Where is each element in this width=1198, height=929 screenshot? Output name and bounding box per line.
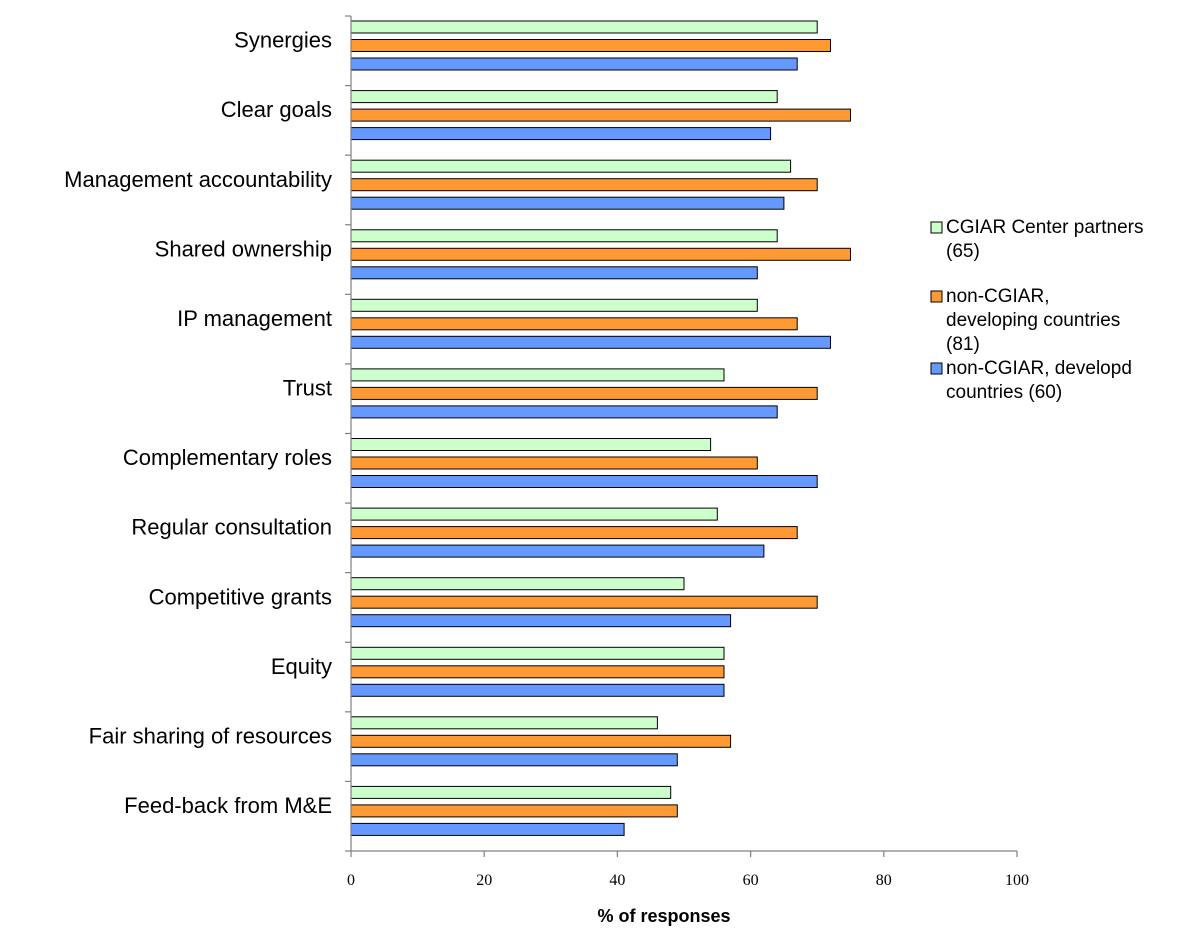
bar — [350, 646, 725, 660]
legend-label: developing countries — [946, 310, 1120, 331]
legend-swatch — [930, 221, 943, 234]
bar — [350, 734, 732, 748]
bar — [350, 57, 798, 71]
bar — [350, 386, 818, 400]
legend-label: (81) — [946, 334, 980, 355]
y-ticks-group — [345, 15, 351, 852]
bar — [350, 544, 765, 558]
category-label: Complementary roles — [123, 445, 332, 470]
x-tick-label: 0 — [347, 872, 355, 889]
bar — [350, 298, 758, 312]
bar — [350, 614, 732, 628]
x-tick-label: 20 — [476, 872, 492, 889]
bar — [350, 127, 772, 141]
category-label: Trust — [283, 376, 332, 401]
bar — [350, 196, 785, 210]
bar — [350, 368, 725, 382]
bar — [350, 317, 798, 331]
bar — [350, 822, 625, 836]
bar — [350, 90, 778, 104]
bar — [350, 456, 758, 470]
bar — [350, 475, 818, 488]
x-tick-labels-group: 0 20 40 60 80 100 — [347, 872, 1029, 889]
bar — [350, 507, 718, 521]
category-label: Synergies — [234, 28, 332, 53]
x-tick-label: 60 — [743, 872, 759, 889]
bar — [350, 229, 778, 243]
bar — [350, 804, 678, 818]
x-tick-label: 80 — [876, 872, 892, 889]
bar — [350, 335, 831, 349]
bar — [350, 716, 658, 730]
bar — [350, 526, 798, 540]
bar — [350, 247, 851, 261]
bar — [350, 438, 712, 451]
bar — [350, 178, 818, 192]
x-tick-label: 40 — [609, 872, 625, 889]
bar — [350, 405, 778, 419]
category-label: IP management — [177, 306, 332, 331]
legend-label: non-CGIAR, developd — [946, 358, 1132, 379]
bar — [350, 595, 818, 609]
bar — [350, 683, 725, 697]
bars-group — [350, 20, 851, 836]
bar — [350, 665, 725, 679]
legend-swatch — [930, 290, 943, 303]
bar — [350, 266, 758, 280]
legend: CGIAR Center partners (65) non-CGIAR, devel… — [930, 217, 1143, 403]
bar — [350, 108, 851, 122]
bar — [350, 753, 678, 767]
category-label: Competitive grants — [149, 584, 332, 609]
legend-swatch — [930, 362, 943, 375]
category-label: Clear goals — [221, 97, 332, 122]
x-ticks-group — [350, 851, 1018, 857]
legend-label: (65) — [946, 241, 980, 262]
x-axis-title: % of responses — [597, 906, 730, 926]
legend-label: countries (60) — [946, 382, 1062, 403]
legend-label: non-CGIAR, — [946, 286, 1049, 307]
category-label: Shared ownership — [155, 236, 332, 261]
category-label: Feed-back from M&E — [124, 793, 332, 818]
bar — [350, 159, 792, 173]
category-labels-group: Synergies Clear goals Management accountab… — [64, 28, 332, 818]
category-label: Regular consultation — [131, 515, 332, 540]
bar — [350, 785, 672, 799]
bar — [350, 577, 685, 591]
x-tick-label: 100 — [1005, 872, 1029, 889]
legend-label: CGIAR Center partners — [946, 217, 1143, 238]
bar — [350, 20, 818, 34]
category-label: Management accountability — [64, 167, 332, 192]
category-label: Fair sharing of resources — [89, 723, 332, 748]
category-label: Equity — [271, 654, 332, 679]
bar — [350, 39, 831, 52]
